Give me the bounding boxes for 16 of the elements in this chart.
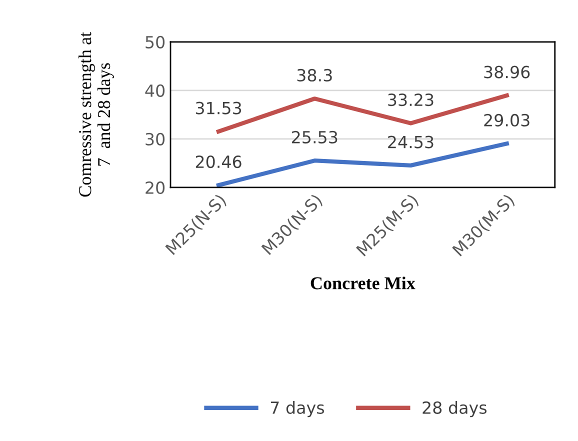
y-tick-label: 40 — [145, 84, 165, 97]
data-label: 20.46 — [196, 155, 242, 168]
y-tick-label: 50 — [146, 36, 165, 48]
data-label: 29.03 — [484, 114, 530, 126]
data-label: 31.53 — [196, 102, 242, 114]
y-tick-label: 20 — [146, 181, 165, 194]
data-label: 38.96 — [484, 66, 530, 78]
legend-label: 28 days — [422, 401, 487, 418]
data-label: 25.53 — [292, 130, 338, 144]
x-axis-title: Concrete Mix — [310, 276, 416, 290]
data-label: 33.23 — [388, 94, 434, 106]
data-label: 38.3 — [297, 68, 332, 82]
y-axis-title: Comressive strength at 7 and 28 days — [78, 32, 114, 197]
data-label: 24.53 — [388, 136, 434, 148]
y-tick-label: 30 — [146, 132, 165, 146]
legend-label: 7 days — [270, 401, 324, 418]
